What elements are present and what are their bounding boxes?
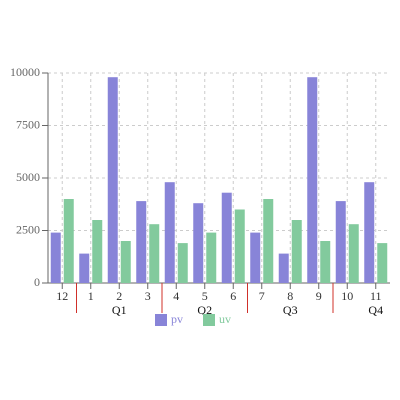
bar — [177, 243, 188, 283]
bar — [307, 77, 318, 283]
quarter-label: Q3 — [283, 303, 298, 317]
bar — [107, 77, 118, 283]
bar — [50, 232, 61, 283]
y-tick-label: 7500 — [16, 117, 40, 131]
bar — [79, 253, 90, 283]
y-tick-label: 2500 — [16, 222, 40, 236]
bar — [278, 253, 289, 283]
bar — [291, 220, 302, 283]
bar — [193, 203, 204, 283]
x-tick-label: 10 — [341, 289, 353, 303]
bar — [63, 199, 74, 283]
y-tick-label: 0 — [34, 275, 40, 289]
x-tick-label: 6 — [230, 289, 236, 303]
bar — [377, 243, 388, 283]
x-tick-label: 12 — [56, 289, 68, 303]
bar — [234, 209, 245, 283]
bar — [364, 182, 375, 283]
legend-swatch — [203, 314, 215, 326]
bar — [164, 182, 175, 283]
x-tick-label: 1 — [88, 289, 94, 303]
x-tick-label: 5 — [202, 289, 208, 303]
quarter-label: Q4 — [368, 303, 383, 317]
bar — [263, 199, 274, 283]
x-tick-label: 8 — [287, 289, 293, 303]
x-tick-label: 11 — [370, 289, 382, 303]
bar — [250, 232, 261, 283]
x-tick-label: 2 — [116, 289, 122, 303]
legend-label: uv — [219, 312, 231, 326]
x-tick-label: 4 — [173, 289, 179, 303]
bar — [149, 224, 160, 283]
quarter-label: Q2 — [197, 303, 212, 317]
bar — [92, 220, 103, 283]
legend-label: pv — [171, 312, 183, 326]
x-tick-label: 3 — [145, 289, 151, 303]
bar — [221, 192, 232, 283]
bar — [206, 232, 217, 283]
y-tick-label: 5000 — [16, 170, 40, 184]
bar — [120, 241, 131, 283]
bar — [348, 224, 359, 283]
bar — [136, 201, 147, 283]
legend-swatch — [155, 314, 167, 326]
bar — [320, 241, 331, 283]
bar — [335, 201, 346, 283]
x-tick-label: 7 — [259, 289, 265, 303]
x-tick-label: 9 — [316, 289, 322, 303]
y-tick-label: 10000 — [10, 65, 40, 79]
quarter-label: Q1 — [112, 303, 127, 317]
